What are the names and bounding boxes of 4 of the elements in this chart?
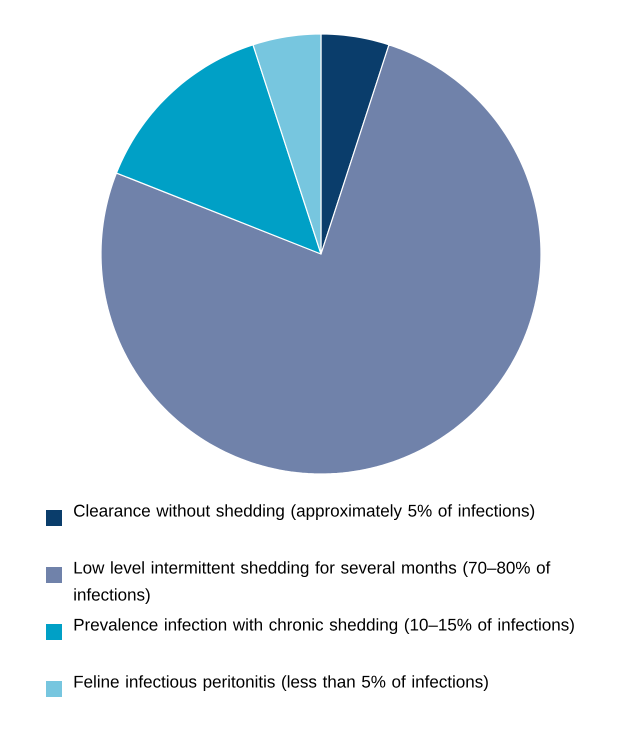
legend-label: Feline infectious peritonitis (less than 5% of infections) <box>74 675 488 692</box>
legend-label: Prevalence infection with chronic shedding (10–15% of infections) <box>74 618 574 634</box>
legend-label: Clearance without shedding (approximately 5% of infections) <box>74 504 534 520</box>
legend-label: Low level intermittent shedding for several months (70–80% of infections) <box>74 561 550 604</box>
